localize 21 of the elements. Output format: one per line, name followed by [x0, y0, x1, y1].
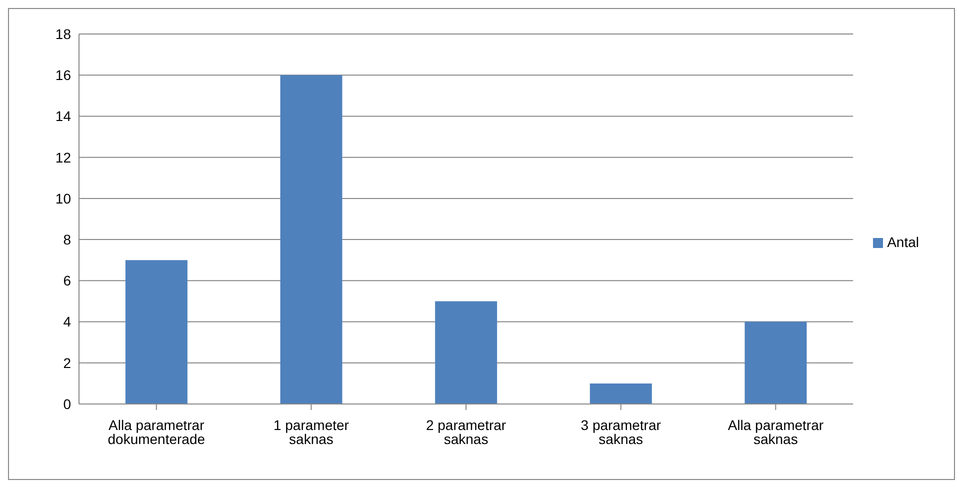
y-tick-label: 6 [63, 272, 72, 289]
bar [435, 301, 498, 404]
y-tick-label: 8 [63, 232, 72, 248]
x-tick-label: 1 parameter saknas [273, 416, 350, 447]
bar [125, 260, 188, 404]
y-tick-label: 0 [63, 396, 72, 412]
bar [590, 383, 652, 404]
y-tick-label: 18 [55, 26, 72, 42]
y-tick-label: 10 [55, 190, 72, 206]
y-tick-label: 12 [55, 149, 72, 166]
legend-label: Antal [887, 234, 919, 250]
bar [744, 322, 807, 404]
bar [280, 75, 342, 404]
y-tick-label: 16 [55, 67, 72, 84]
x-tick-label: 2 parametrar saknas [426, 416, 506, 447]
y-tick-label: 4 [63, 314, 72, 330]
x-tick-label: Alla parametrar dokumenterade [108, 416, 206, 447]
y-tick-label: 2 [63, 354, 72, 371]
x-tick-label: Alla parametrar saknas [728, 416, 824, 447]
y-tick-label: 14 [55, 108, 72, 124]
x-tick-label: 3 parametrar saknas [580, 416, 662, 447]
